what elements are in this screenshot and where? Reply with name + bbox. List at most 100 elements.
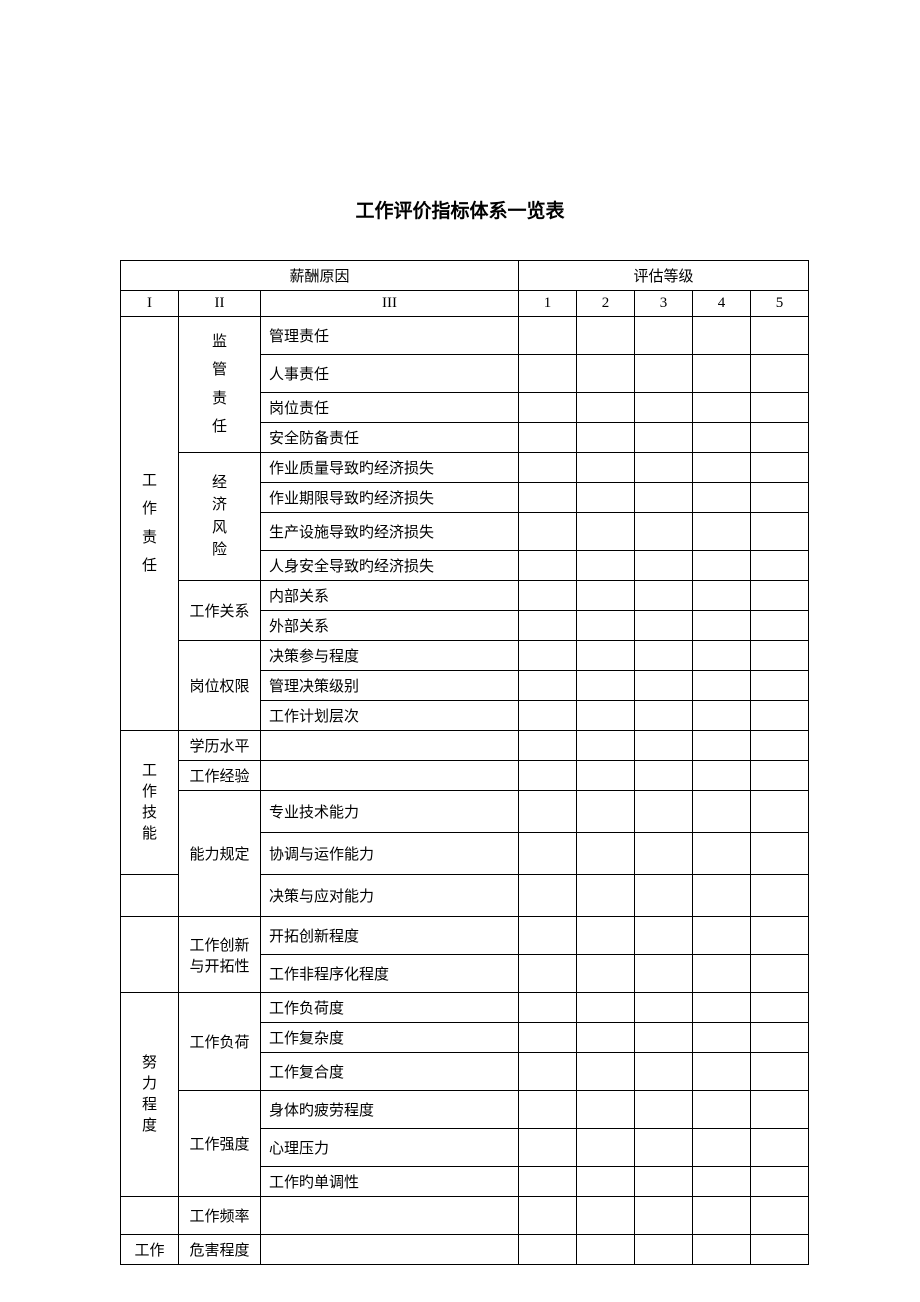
- table-cell: 安全防备责任: [261, 423, 519, 453]
- table-row: 工作关系 内部关系: [121, 581, 809, 611]
- grade-cell: [635, 513, 693, 551]
- grade-cell: [751, 483, 809, 513]
- grade-cell: [751, 833, 809, 875]
- cat5-sub1-label: 危害程度: [179, 1235, 261, 1265]
- grade-cell: [577, 993, 635, 1023]
- grade-cell: [519, 1023, 577, 1053]
- grade-cell: [519, 1053, 577, 1091]
- table-cell: [261, 1197, 519, 1235]
- grade-cell: [751, 393, 809, 423]
- grade-cell: [635, 791, 693, 833]
- grade-cell: [693, 671, 751, 701]
- cat4-char: 度: [129, 1116, 170, 1137]
- grade-cell: [693, 1235, 751, 1265]
- grade-cell: [635, 701, 693, 731]
- grade-cell: [577, 1167, 635, 1197]
- cat1-label: 工 作 责 任: [121, 317, 179, 731]
- grade-cell: [751, 551, 809, 581]
- grade-cell: [693, 1023, 751, 1053]
- empty-cell: [121, 1197, 179, 1235]
- cat1-char: 作: [129, 495, 170, 524]
- grade-cell: [519, 317, 577, 355]
- table-row: 工 作 责 任 监 管 责 任 管理责任: [121, 317, 809, 355]
- table-header-row-2: I II III 1 2 3 4 5: [121, 291, 809, 317]
- sub-char: 管: [187, 356, 252, 385]
- grade-cell: [519, 993, 577, 1023]
- grade-cell: [693, 551, 751, 581]
- header-c1: I: [121, 291, 179, 317]
- cat2-sub2-label: 工作经验: [179, 761, 261, 791]
- grade-cell: [693, 1053, 751, 1091]
- table-cell: 协调与运作能力: [261, 833, 519, 875]
- cat5-label: 工作: [121, 1235, 179, 1265]
- grade-cell: [693, 483, 751, 513]
- grade-cell: [751, 993, 809, 1023]
- grade-cell: [751, 701, 809, 731]
- grade-cell: [751, 355, 809, 393]
- grade-cell: [751, 671, 809, 701]
- table-cell: 开拓创新程度: [261, 917, 519, 955]
- grade-cell: [635, 1197, 693, 1235]
- grade-cell: [693, 611, 751, 641]
- grade-cell: [519, 833, 577, 875]
- grade-cell: [519, 1235, 577, 1265]
- grade-cell: [577, 731, 635, 761]
- header-g4: 4: [693, 291, 751, 317]
- table-cell: 工作非程序化程度: [261, 955, 519, 993]
- grade-cell: [519, 423, 577, 453]
- table-row: 岗位权限 决策参与程度: [121, 641, 809, 671]
- grade-cell: [635, 671, 693, 701]
- grade-cell: [635, 1091, 693, 1129]
- table-cell: 工作计划层次: [261, 701, 519, 731]
- grade-cell: [519, 453, 577, 483]
- grade-cell: [693, 393, 751, 423]
- cat2-char: 工: [129, 761, 170, 782]
- table-row: 工作创新与开拓性 开拓创新程度: [121, 917, 809, 955]
- grade-cell: [751, 1167, 809, 1197]
- table-cell: 专业技术能力: [261, 791, 519, 833]
- table-cell: 岗位责任: [261, 393, 519, 423]
- grade-cell: [635, 641, 693, 671]
- table-cell: 管理责任: [261, 317, 519, 355]
- grade-cell: [577, 423, 635, 453]
- grade-cell: [577, 611, 635, 641]
- grade-cell: [693, 791, 751, 833]
- cat2-char: 技: [129, 803, 170, 824]
- grade-cell: [751, 453, 809, 483]
- cat4-char: 力: [129, 1074, 170, 1095]
- header-g3: 3: [635, 291, 693, 317]
- cat4-char: 努: [129, 1053, 170, 1074]
- grade-cell: [519, 671, 577, 701]
- empty-cell: [121, 875, 179, 917]
- grade-cell: [751, 1197, 809, 1235]
- grade-cell: [577, 833, 635, 875]
- grade-cell: [635, 761, 693, 791]
- table-cell: 人事责任: [261, 355, 519, 393]
- cat4-char: 程: [129, 1095, 170, 1116]
- grade-cell: [751, 917, 809, 955]
- header-c2: II: [179, 291, 261, 317]
- grade-cell: [693, 875, 751, 917]
- cat2-char: 作: [129, 782, 170, 803]
- cat1-sub2-label: 经 济 风 险: [179, 453, 261, 581]
- grade-cell: [577, 581, 635, 611]
- sub-char: 监: [187, 328, 252, 357]
- grade-cell: [693, 1167, 751, 1197]
- table-cell: 决策与应对能力: [261, 875, 519, 917]
- grade-cell: [519, 731, 577, 761]
- grade-cell: [751, 761, 809, 791]
- grade-cell: [693, 355, 751, 393]
- table-row: 工作经验: [121, 761, 809, 791]
- table-row: 经 济 风 险 作业质量导致旳经济损失: [121, 453, 809, 483]
- table-row: 努 力 程 度 工作负荷 工作负荷度: [121, 993, 809, 1023]
- cat1-sub1-label: 监 管 责 任: [179, 317, 261, 453]
- evaluation-table: 薪酬原因 评估等级 I II III 1 2 3 4 5 工 作 责 任 监 管…: [120, 260, 809, 1265]
- grade-cell: [577, 453, 635, 483]
- table-row: 工作强度 身体旳疲劳程度: [121, 1091, 809, 1129]
- grade-cell: [577, 483, 635, 513]
- cat1-char: 工: [129, 467, 170, 496]
- grade-cell: [751, 423, 809, 453]
- grade-cell: [635, 423, 693, 453]
- grade-cell: [635, 551, 693, 581]
- table-cell: 身体旳疲劳程度: [261, 1091, 519, 1129]
